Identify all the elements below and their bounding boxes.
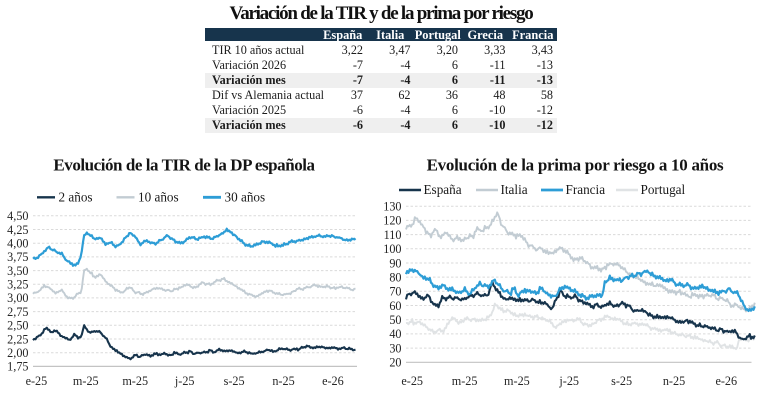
svg-text:n-25: n-25 <box>272 374 294 388</box>
svg-text:e-25: e-25 <box>401 374 423 388</box>
svg-text:j-25: j-25 <box>558 374 579 388</box>
svg-text:s-25: s-25 <box>224 374 245 388</box>
svg-text:1,75: 1,75 <box>7 360 28 374</box>
svg-text:10 años: 10 años <box>138 190 179 205</box>
svg-text:e-26: e-26 <box>715 374 737 388</box>
svg-text:110: 110 <box>384 228 402 242</box>
svg-text:Evolución de la prima por ries: Evolución de la prima por riesgo a 10 añ… <box>427 156 724 175</box>
svg-text:50: 50 <box>389 313 401 327</box>
svg-text:Italia: Italia <box>501 182 528 197</box>
svg-text:3,75: 3,75 <box>7 250 28 264</box>
svg-text:2,50: 2,50 <box>7 319 28 333</box>
svg-text:80: 80 <box>389 270 401 284</box>
svg-text:3,50: 3,50 <box>7 264 28 278</box>
svg-text:Evolución de la TIR de la DP e: Evolución de la TIR de la DP española <box>53 156 315 175</box>
svg-text:4,50: 4,50 <box>7 209 28 223</box>
svg-text:2,25: 2,25 <box>7 332 28 346</box>
svg-text:40: 40 <box>389 327 401 341</box>
svg-text:e-26: e-26 <box>322 374 344 388</box>
svg-text:Francia: Francia <box>566 182 606 197</box>
svg-text:s-25: s-25 <box>611 374 632 388</box>
svg-text:e-25: e-25 <box>26 374 48 388</box>
svg-text:j-25: j-25 <box>174 374 195 388</box>
svg-text:m-25: m-25 <box>122 374 148 388</box>
svg-text:20: 20 <box>389 356 401 370</box>
svg-text:30: 30 <box>389 341 401 355</box>
svg-text:100: 100 <box>383 242 401 256</box>
svg-text:90: 90 <box>389 256 401 270</box>
svg-text:3,25: 3,25 <box>7 278 28 292</box>
svg-text:4,00: 4,00 <box>7 237 28 251</box>
svg-text:2 años: 2 años <box>59 190 93 205</box>
svg-text:España: España <box>424 182 462 197</box>
svg-text:2,75: 2,75 <box>7 305 28 319</box>
svg-text:3,00: 3,00 <box>7 291 28 305</box>
svg-text:Portugal: Portugal <box>641 182 686 197</box>
svg-text:2,00: 2,00 <box>7 346 28 360</box>
svg-text:m-25: m-25 <box>504 374 530 388</box>
svg-text:70: 70 <box>389 285 401 299</box>
svg-text:m-25: m-25 <box>73 374 99 388</box>
svg-text:60: 60 <box>389 299 401 313</box>
svg-text:130: 130 <box>383 200 401 214</box>
svg-text:30 años: 30 años <box>225 190 266 205</box>
svg-text:4,25: 4,25 <box>7 223 28 237</box>
svg-text:m-25: m-25 <box>452 374 478 388</box>
svg-text:120: 120 <box>383 214 401 228</box>
svg-text:n-25: n-25 <box>663 374 685 388</box>
